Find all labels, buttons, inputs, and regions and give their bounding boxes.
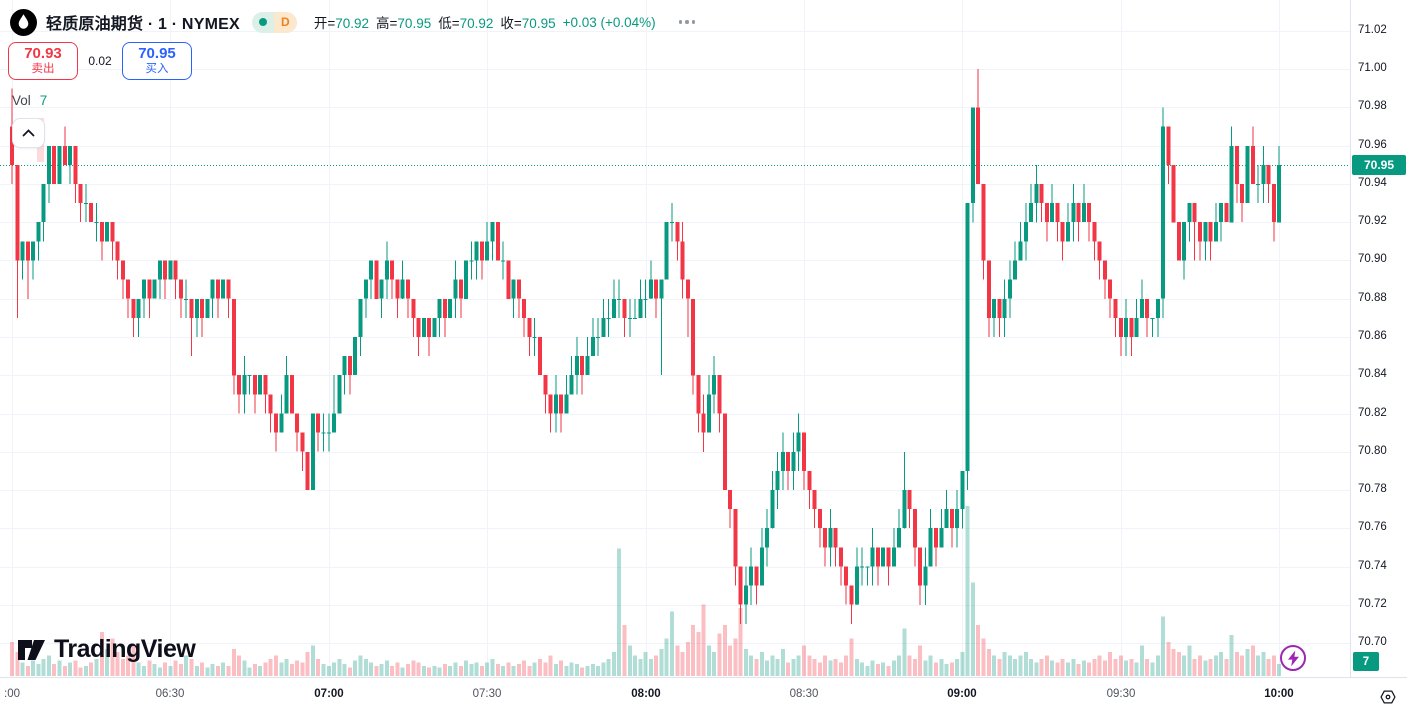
sell-button[interactable]: 70.93 卖出 xyxy=(8,42,78,80)
price-change: +0.03 (+0.04%) xyxy=(562,14,656,30)
buy-label: 买入 xyxy=(145,63,169,76)
price-tick-label: 70.70 xyxy=(1358,636,1387,648)
time-axis[interactable]: :00 06:30 07:00 07:30 08:00 08:30 09:00 09:30 10… xyxy=(0,677,1407,714)
data-mode-badge: D xyxy=(273,11,297,33)
time-tick-label: 09:30 xyxy=(1106,688,1136,700)
price-tick-label: 70.74 xyxy=(1358,560,1387,572)
volume-legend: Vol 7 xyxy=(12,93,47,108)
price-tick-label: 70.94 xyxy=(1358,177,1387,189)
sell-price: 70.93 xyxy=(24,44,62,62)
open-label: 开= xyxy=(313,16,336,31)
lightning-icon xyxy=(1287,650,1299,666)
market-status-dot xyxy=(251,11,274,33)
price-axis[interactable]: 71.02 71.00 70.98 70.96 70.94 70.92 70.90 70.88… xyxy=(1350,0,1407,677)
axis-settings-button[interactable] xyxy=(1378,687,1398,707)
price-tick-label: 70.72 xyxy=(1358,598,1387,610)
sell-label: 卖出 xyxy=(31,63,55,76)
market-status-pill[interactable]: D xyxy=(251,11,297,33)
buy-price: 70.95 xyxy=(138,44,176,62)
low-value: 70.92 xyxy=(459,16,494,31)
volume-value: 7 xyxy=(39,93,48,108)
chart-pane[interactable]: 轻质原油期货 · 1 · NYMEX D 开=70.92 高=70.95 低=7… xyxy=(0,0,1350,677)
time-tick-label: 08:00 xyxy=(631,688,661,700)
price-tick-label: 70.82 xyxy=(1358,407,1387,419)
time-tick-label: 07:30 xyxy=(472,688,502,700)
price-tick-label: 70.78 xyxy=(1358,483,1387,495)
time-tick-label: 09:00 xyxy=(947,688,977,700)
price-tick-label: 70.92 xyxy=(1358,215,1387,227)
trade-panel: 70.93 卖出 0.02 70.95 买入 xyxy=(8,42,192,80)
time-tick-label: 10:00 xyxy=(1264,688,1294,700)
time-tick-label: :00 xyxy=(4,688,20,700)
price-tick-label: 70.86 xyxy=(1358,330,1387,342)
tradingview-logo[interactable]: TradingView xyxy=(16,634,196,665)
price-tick-label: 70.90 xyxy=(1358,253,1387,265)
time-tick-label: 06:30 xyxy=(155,688,185,700)
oil-drop-icon xyxy=(10,8,37,36)
volume-axis-badge: 7 xyxy=(1353,652,1379,671)
high-value: 70.95 xyxy=(397,16,432,31)
current-price-tag: 70.95 xyxy=(1352,155,1406,175)
tradingview-logo-icon xyxy=(18,640,45,660)
price-tick-label: 70.80 xyxy=(1358,445,1387,457)
chevron-up-icon xyxy=(22,129,35,137)
price-tick-label: 70.88 xyxy=(1358,292,1387,304)
price-tick-label: 70.96 xyxy=(1358,139,1387,151)
price-tick-label: 71.02 xyxy=(1358,24,1387,36)
instant-order-button[interactable] xyxy=(1280,645,1306,671)
hexagon-settings-icon xyxy=(1380,690,1396,704)
tradingview-logo-text: TradingView xyxy=(54,635,196,663)
open-value: 70.92 xyxy=(335,16,370,31)
price-tick-label: 71.00 xyxy=(1358,62,1387,74)
price-tick-label: 70.98 xyxy=(1358,100,1387,112)
price-tick-label: 70.76 xyxy=(1358,521,1387,533)
collapse-panel-button[interactable] xyxy=(12,118,45,148)
low-label: 低= xyxy=(438,16,460,31)
symbol-legend: 轻质原油期货 · 1 · NYMEX D 开=70.92 高=70.95 低=7… xyxy=(10,8,699,36)
time-tick-label: 07:00 xyxy=(314,688,344,700)
spread-value: 0.02 xyxy=(88,54,112,68)
candlestick-chart[interactable] xyxy=(0,0,1350,677)
close-label: 收= xyxy=(500,16,522,31)
volume-label[interactable]: Vol xyxy=(12,93,31,108)
high-label: 高= xyxy=(376,16,398,31)
price-tick-label: 70.84 xyxy=(1358,368,1387,380)
symbol-title[interactable]: 轻质原油期货 · 1 · NYMEX xyxy=(46,16,240,33)
buy-button[interactable]: 70.95 买入 xyxy=(122,42,192,80)
more-options-icon[interactable] xyxy=(675,16,700,28)
ohlc-values: 开=70.92 高=70.95 低=70.92 收=70.95 +0.03 (+… xyxy=(314,12,656,32)
time-tick-label: 08:30 xyxy=(789,688,819,700)
close-value: 70.95 xyxy=(521,16,556,31)
